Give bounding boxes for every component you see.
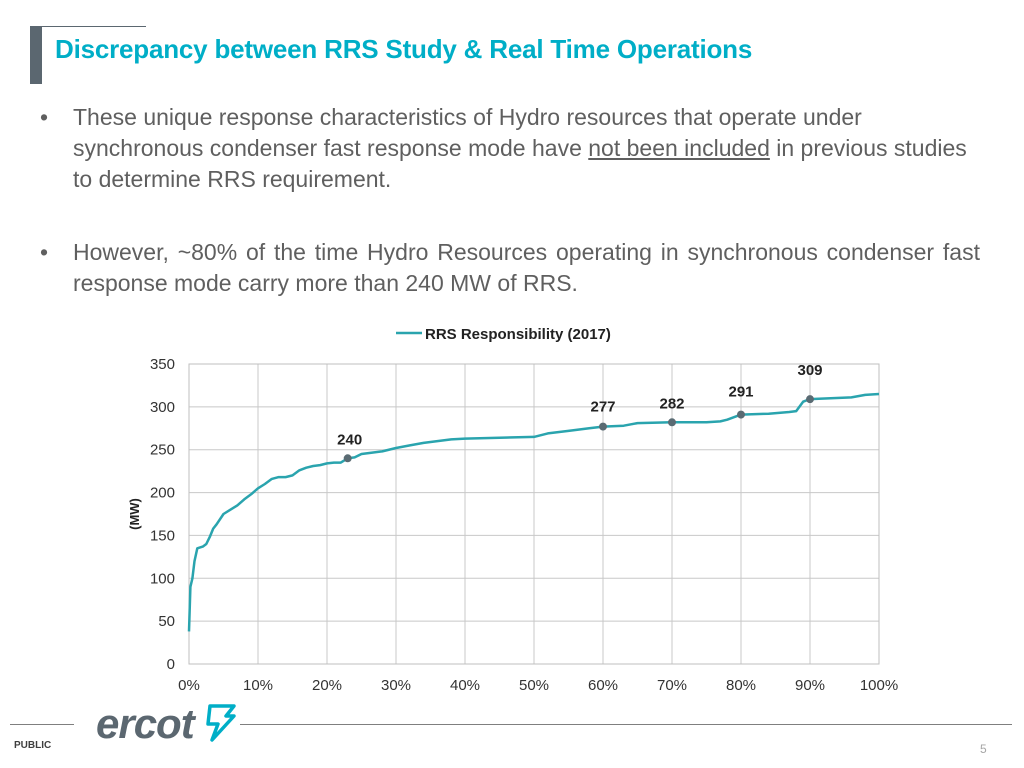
x-tick-label: 80% xyxy=(726,677,756,694)
x-tick-label: 100% xyxy=(860,677,898,694)
series-line xyxy=(187,392,880,632)
slide-title: Discrepancy between RRS Study & Real Tim… xyxy=(55,34,753,64)
bullet-1: • These unique response characteristics … xyxy=(40,102,980,195)
y-tick-label: 300 xyxy=(150,399,175,416)
x-tick-label: 90% xyxy=(795,677,825,694)
data-point-marker xyxy=(343,454,352,463)
ercot-bolt-icon xyxy=(206,704,237,742)
bullet-1-underlined-text: not been included xyxy=(588,135,770,161)
y-tick-label: 250 xyxy=(150,442,175,459)
legend-label: RRS Responsibility (2017) xyxy=(425,326,611,343)
ercot-logo-text: ercot xyxy=(96,700,195,747)
x-tick-label: 70% xyxy=(657,677,687,694)
x-tick-label: 60% xyxy=(588,677,618,694)
data-label: 309 xyxy=(797,362,822,379)
classification-label: PUBLIC xyxy=(14,740,52,751)
x-tick-label: 50% xyxy=(519,677,549,694)
bullet-2-text: However, ~80% of the time Hydro Resource… xyxy=(73,239,980,296)
title-accent-bar xyxy=(30,26,42,84)
y-axis-label: (MW) xyxy=(127,498,142,530)
y-tick-label: 350 xyxy=(150,356,175,373)
data-point-marker xyxy=(599,422,607,431)
footer-divider-left xyxy=(10,724,74,725)
bullet-1-text: These unique response characteristics of… xyxy=(73,102,980,195)
x-tick-label: 0% xyxy=(178,677,200,694)
data-label: 240 xyxy=(337,431,362,448)
data-point-marker xyxy=(737,410,745,419)
y-tick-label: 100 xyxy=(150,570,175,587)
data-point-marker xyxy=(806,395,814,404)
bullet-marker: • xyxy=(40,239,49,265)
y-tick-label: 0 xyxy=(167,656,175,673)
data-label: 291 xyxy=(728,384,753,401)
bullet-marker: • xyxy=(40,104,49,130)
x-tick-label: 10% xyxy=(243,677,273,694)
plot-area-border xyxy=(188,363,880,665)
bullet-2: • However, ~80% of the time Hydro Resour… xyxy=(40,237,980,299)
x-tick-label: 40% xyxy=(450,677,480,694)
ercot-logo: ercot xyxy=(96,700,238,748)
x-tick-label: 30% xyxy=(381,677,411,694)
data-label: 282 xyxy=(659,395,684,412)
y-tick-label: 200 xyxy=(150,485,175,502)
data-label: 277 xyxy=(590,399,615,416)
footer-divider-right xyxy=(240,724,1012,725)
y-tick-label: 50 xyxy=(158,613,175,630)
x-tick-label: 20% xyxy=(312,677,342,694)
y-tick-label: 150 xyxy=(150,527,175,544)
title-accent-line xyxy=(30,26,146,27)
page-number: 5 xyxy=(980,742,987,756)
data-point-marker xyxy=(668,418,676,427)
bullet-1-text-start: These unique response characteristics of… xyxy=(73,104,862,161)
bullet-1-text-end: in previous studies to determine RRS req… xyxy=(73,135,967,192)
